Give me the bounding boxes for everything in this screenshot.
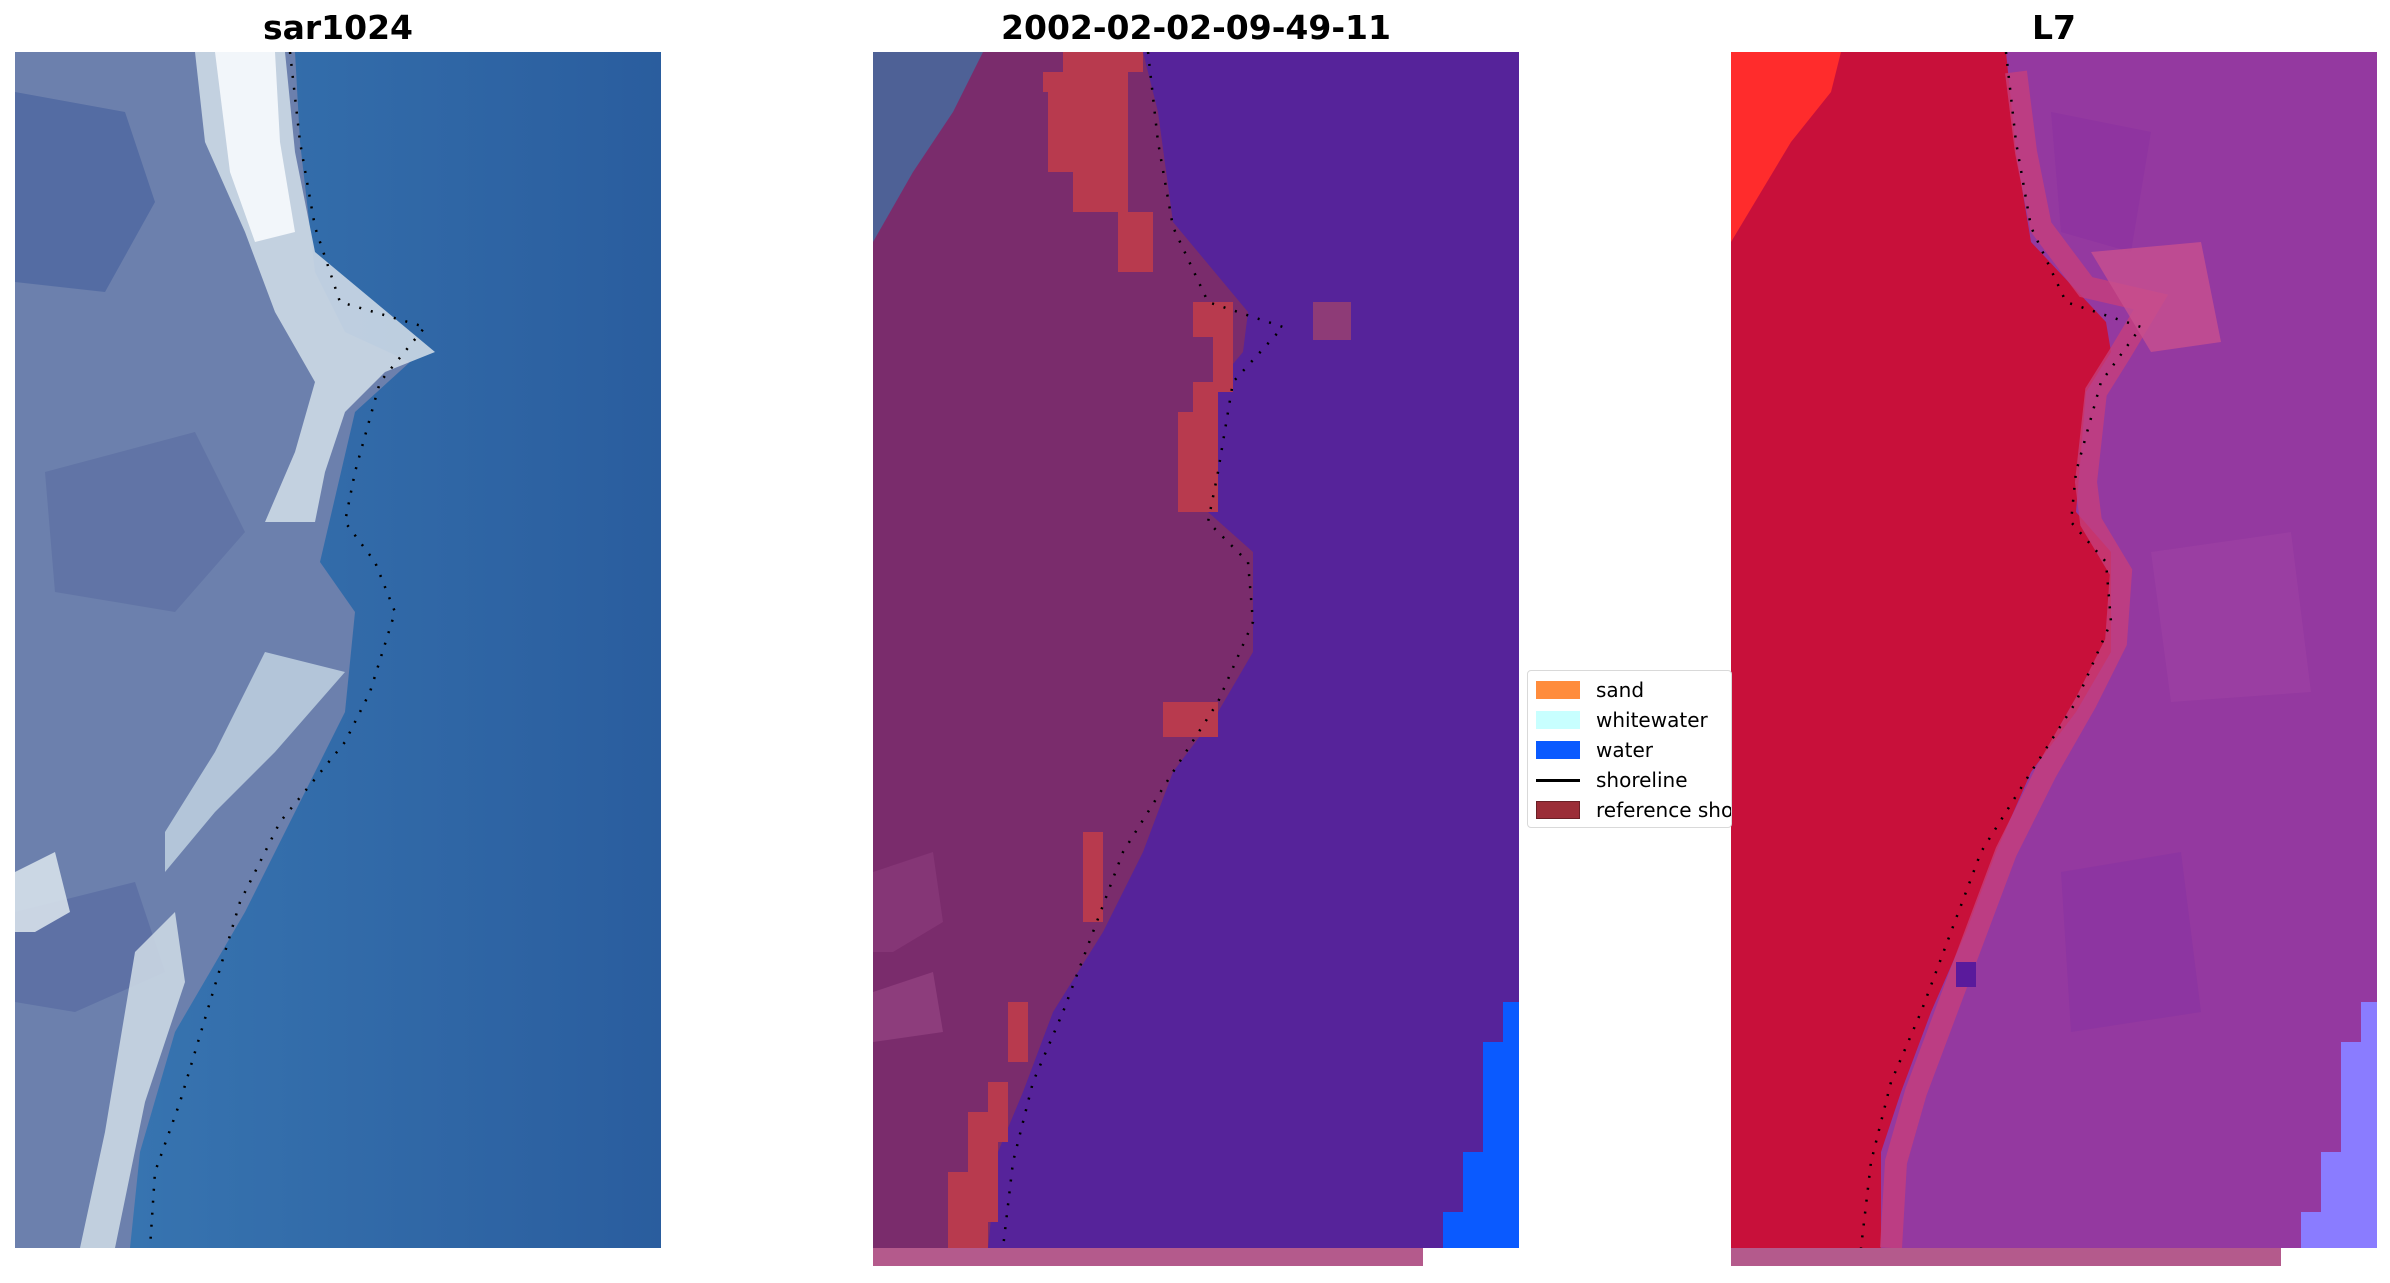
legend-label: sand <box>1596 678 1645 702</box>
classification-land <box>873 52 1253 1248</box>
classification-image <box>873 52 1519 1268</box>
sand-swatch <box>1536 681 1580 699</box>
legend-label: water <box>1596 738 1653 762</box>
legend-label: whitewater <box>1596 708 1708 732</box>
legend-item-reference-shoreline: reference shoreline <box>1536 798 1732 822</box>
legend-item-whitewater: whitewater <box>1536 708 1708 732</box>
legend-item-sand: sand <box>1536 678 1645 702</box>
false-color-bottom-strip <box>1731 1248 2281 1266</box>
false-color-water <box>2301 1002 2377 1248</box>
panel-title-satellite: L7 <box>2032 8 2076 47</box>
reference-shoreline-swatch <box>1536 801 1580 819</box>
legend-label: reference shoreline <box>1596 798 1732 822</box>
legend-label: shoreline <box>1596 768 1688 792</box>
reference-shoreline-pixels <box>948 52 1233 1248</box>
rgb-image <box>15 52 661 1248</box>
rgb-shoreline <box>148 52 428 1248</box>
legend-item-water: water <box>1536 738 1653 762</box>
whitewater-swatch <box>1536 711 1580 729</box>
panel-title-classification: 2002-02-02-09-49-11 <box>1001 8 1391 47</box>
classification-water <box>1443 1002 1519 1248</box>
legend: sand whitewater water shoreline referenc… <box>1527 670 1732 828</box>
shoreline-line <box>1536 778 1580 782</box>
false-color-image <box>1731 52 2377 1268</box>
rgb-image-canvas <box>15 52 661 1248</box>
panel-title-rgb: sar1024 <box>262 8 414 47</box>
water-swatch <box>1536 741 1580 759</box>
false-color-land <box>1731 52 2111 1248</box>
false-color-image-canvas <box>1731 52 2377 1266</box>
legend-item-shoreline: shoreline <box>1536 768 1688 792</box>
classification-bottom-strip <box>873 1248 1423 1266</box>
classification-image-canvas <box>873 52 1519 1266</box>
